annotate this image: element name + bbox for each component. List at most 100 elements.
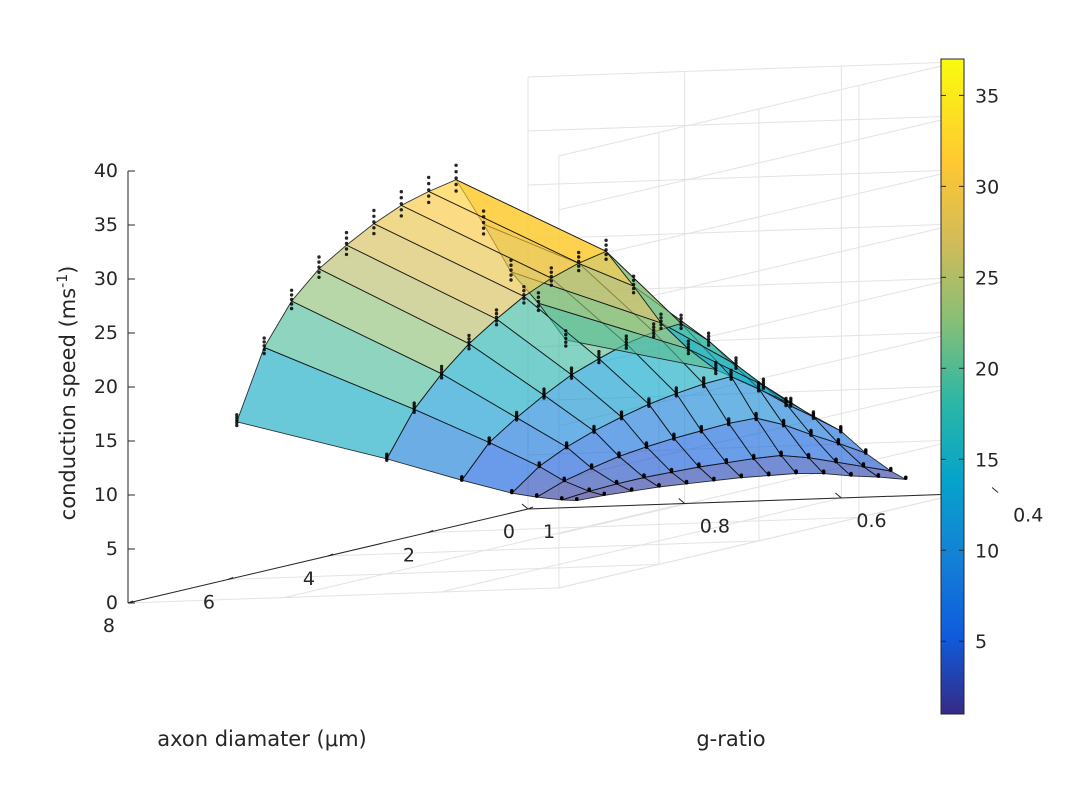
sample-point <box>697 462 701 466</box>
sample-point <box>494 308 499 312</box>
sample-point <box>399 214 403 218</box>
sample-point <box>604 252 608 257</box>
x-axis-line <box>527 493 959 510</box>
grid-line <box>327 540 759 557</box>
sample-point <box>904 475 908 479</box>
x-tick-label: 0.6 <box>856 510 886 532</box>
grid-line <box>441 497 842 593</box>
sample-point <box>657 483 661 487</box>
sample-point <box>427 200 431 205</box>
sample-point <box>754 411 758 416</box>
sample-point <box>659 316 663 320</box>
sample-point <box>427 194 431 198</box>
sample-point <box>727 417 731 421</box>
sample-point <box>619 410 624 414</box>
sample-point <box>569 376 574 380</box>
sample-point <box>514 410 519 415</box>
x-axis-label: g-ratio <box>696 727 765 751</box>
sample-point <box>262 347 266 352</box>
sample-point <box>481 232 486 236</box>
sample-point <box>597 352 601 356</box>
sample-point <box>652 334 656 339</box>
sample-point <box>597 360 601 365</box>
sample-point <box>647 397 651 401</box>
sample-point <box>235 421 239 425</box>
sample-point <box>672 432 676 436</box>
sample-point <box>706 334 711 338</box>
sample-point <box>549 283 553 287</box>
sample-point <box>562 476 566 480</box>
z-tick-label: 35 <box>94 214 118 236</box>
sample-point <box>631 278 636 282</box>
sample-point <box>454 182 458 187</box>
z-tick-label: 20 <box>94 376 118 398</box>
sample-point <box>604 248 608 252</box>
sample-point <box>784 396 788 401</box>
sample-point <box>597 355 601 359</box>
grid-line <box>527 115 960 211</box>
sample-point <box>614 479 619 484</box>
sample-point <box>522 289 526 293</box>
sample-point <box>564 441 569 445</box>
sample-point <box>679 320 683 324</box>
sample-point <box>604 243 608 247</box>
sample-point <box>494 311 499 316</box>
grid-line <box>527 493 960 589</box>
sample-point <box>706 343 711 347</box>
sample-point <box>679 323 683 327</box>
y-tick-mark <box>127 600 134 604</box>
sample-point <box>344 230 349 235</box>
sample-point <box>686 339 691 343</box>
sample-point <box>262 336 266 340</box>
sample-point <box>714 369 718 373</box>
sample-point <box>604 238 608 242</box>
sample-point <box>592 424 596 429</box>
sample-point <box>631 286 636 291</box>
sample-point <box>779 450 783 454</box>
sample-point <box>235 415 239 420</box>
sample-point <box>454 170 458 174</box>
x-tick-label: 0.4 <box>1013 505 1043 527</box>
sample-point <box>712 476 716 480</box>
sample-point <box>889 466 893 471</box>
sample-point <box>536 295 541 299</box>
sample-point <box>876 473 881 477</box>
sample-point <box>569 374 574 378</box>
sample-point <box>729 368 733 372</box>
sample-point <box>522 285 526 289</box>
sample-point <box>372 208 376 213</box>
y-tick-mark <box>227 577 234 580</box>
sample-point <box>522 297 526 301</box>
z-tick-label: 10 <box>94 484 118 506</box>
sample-point <box>839 425 843 429</box>
x-tick-label: 0.8 <box>700 516 730 538</box>
sample-point <box>317 275 321 279</box>
sample-point <box>262 340 266 344</box>
sample-point <box>631 282 636 287</box>
grid-line <box>227 563 659 580</box>
sample-point <box>617 451 621 455</box>
sample-point <box>569 366 574 370</box>
sample-point <box>385 452 389 456</box>
sample-point <box>686 348 691 353</box>
colorbar-tick-label: 35 <box>975 85 999 107</box>
sample-point <box>834 457 838 461</box>
sample-point <box>631 274 636 278</box>
sample-point <box>752 453 756 458</box>
z-tick-label: 30 <box>94 268 118 290</box>
x-tick-mark <box>678 498 686 504</box>
sample-point <box>564 336 568 341</box>
sample-point <box>564 344 568 348</box>
sample-point <box>344 236 349 240</box>
sample-point <box>481 209 486 213</box>
y-axis-label: axon diamater (μm) <box>157 727 367 751</box>
sample-point <box>761 377 766 381</box>
sample-point <box>652 328 656 332</box>
sample-point <box>317 260 321 264</box>
sample-point <box>467 337 471 341</box>
sample-point <box>686 351 691 356</box>
colorbar-ticks: 5 10 15 20 25 30 35 <box>941 85 999 653</box>
sample-point <box>536 304 541 308</box>
sample-point <box>577 250 581 255</box>
